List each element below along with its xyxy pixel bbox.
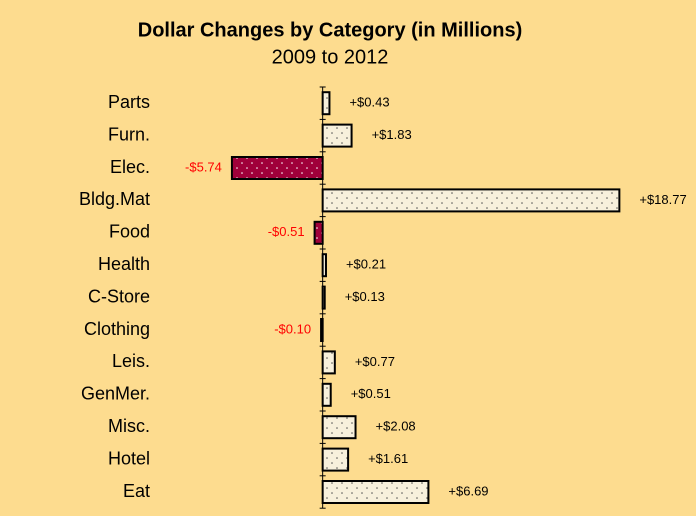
bar (320, 318, 324, 342)
chart-title: Dollar Changes by Category (in Millions) (138, 19, 523, 41)
category-label: Health (98, 254, 150, 274)
value-label: +$18.77 (639, 192, 686, 207)
category-label: GenMer. (81, 384, 150, 404)
value-label: +$0.13 (345, 289, 385, 304)
bar (321, 188, 621, 213)
bar (321, 285, 326, 310)
value-label: +$0.21 (346, 257, 386, 272)
bar (321, 253, 327, 278)
category-label: Bldg.Mat (79, 189, 150, 209)
category-label: Hotel (108, 448, 150, 468)
value-label: +$2.08 (376, 419, 416, 434)
bar (321, 350, 336, 375)
value-label: +$6.69 (448, 483, 488, 498)
bar (321, 415, 357, 440)
bar (321, 480, 430, 504)
category-label: Misc. (108, 416, 150, 436)
value-label: +$1.83 (372, 127, 412, 142)
value-label: -$0.51 (268, 224, 305, 239)
category-label: Food (109, 222, 150, 242)
category-label: Eat (123, 481, 150, 501)
bar (321, 447, 350, 472)
value-label: +$0.77 (355, 354, 395, 369)
value-label: +$0.43 (349, 95, 389, 110)
category-label: Clothing (84, 319, 150, 339)
category-label: Furn. (108, 124, 150, 144)
bar (313, 220, 324, 245)
chart-subtitle: 2009 to 2012 (272, 46, 389, 68)
value-label: -$0.10 (274, 321, 311, 336)
value-label: -$5.74 (185, 159, 222, 174)
bar (230, 156, 324, 180)
bar (321, 91, 331, 116)
bar (321, 123, 353, 148)
category-label: C-Store (88, 286, 150, 306)
category-label: Elec. (110, 157, 150, 177)
category-label: Parts (108, 92, 150, 112)
value-label: +$0.51 (351, 386, 391, 401)
category-label: Leis. (112, 351, 150, 371)
value-label: +$1.61 (368, 451, 408, 466)
bar (321, 382, 332, 407)
